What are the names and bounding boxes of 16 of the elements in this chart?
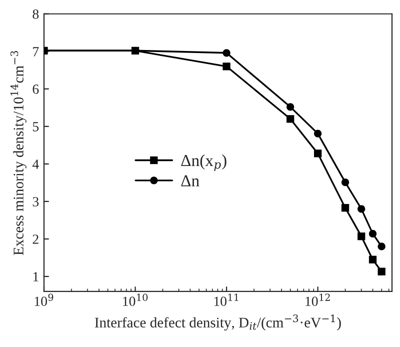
x-tick-label: 10$^{9}$ — [34, 294, 54, 306]
x-axis-title: Interface defect density, D$_{it}$/(cm$^{−3}$·eV$^{−1}$) — [94, 314, 341, 331]
legend-label: Δn(x$_{p}$) — [181, 154, 226, 172]
y-tick-label: 6 — [32, 84, 39, 94]
x-tick-label: 10$^{11}$ — [214, 294, 238, 306]
x-tick-label: 10$^{12}$ — [306, 294, 330, 306]
y-tick-label: 2 — [32, 234, 38, 244]
y-axis-title: Excess minority density/10$^{14}$cm$^{−3}$ — [10, 51, 26, 256]
y-tick-label: 4 — [32, 160, 39, 169]
y-tick-label: 8 — [32, 9, 39, 19]
y-tick-label: 3 — [32, 197, 39, 206]
x-tick-label: 10$^{10}$ — [123, 294, 148, 306]
y-tick-label: 7 — [33, 47, 39, 56]
legend-label: Δn — [181, 175, 200, 186]
y-tick-label: 5 — [33, 122, 39, 132]
y-tick-label: 1 — [33, 272, 38, 282]
